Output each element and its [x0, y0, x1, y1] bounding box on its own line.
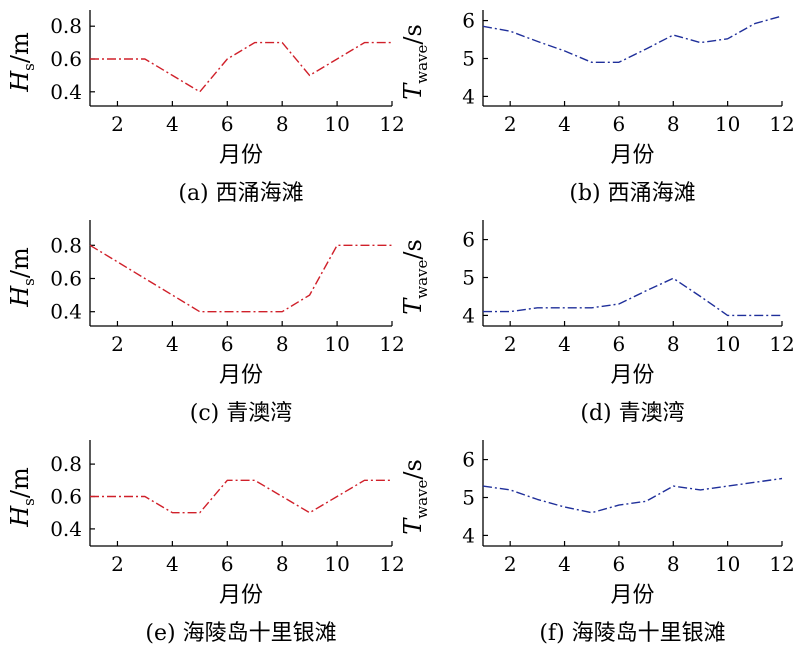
x-tick-label: 12 — [379, 552, 404, 576]
y-axis-label: Hs/m — [6, 32, 38, 93]
x-tick-label: 2 — [111, 552, 124, 576]
x-tick-label: 2 — [111, 112, 124, 136]
x-tick-label: 6 — [613, 552, 626, 576]
x-tick-label: 12 — [769, 112, 794, 136]
x-tick-label: 4 — [166, 552, 179, 576]
x-tick-label: 2 — [504, 552, 517, 576]
x-tick-label: 10 — [715, 552, 740, 576]
series-line-1 — [482, 15, 783, 63]
panel-caption: (c) 青澳湾 — [190, 401, 292, 426]
y-tick-label: 6 — [462, 448, 475, 472]
x-tick-label: 12 — [769, 332, 794, 356]
chart-panel-1: 0.4 0.6 0.8 2 4 6 8 10 12 月份 Hs/m (a) 西涌海滩 — [6, 10, 405, 206]
x-axis-label: 月份 — [219, 583, 263, 608]
x-tick-label: 2 — [504, 112, 517, 136]
chart-panel-6: 4 5 6 2 4 6 8 10 12 月份 Twave/s (f) 海陵岛十里银滩 — [399, 440, 795, 646]
x-tick-label: 10 — [324, 552, 349, 576]
panel-caption: (f) 海陵岛十里银滩 — [539, 621, 725, 646]
y-tick-label: 0.8 — [50, 14, 82, 38]
y-tick-label: 6 — [462, 9, 475, 33]
y-axis-label: Hs/m — [6, 467, 38, 528]
x-tick-label: 4 — [558, 332, 571, 356]
y-tick-label: 5 — [462, 486, 475, 510]
x-tick-label: 8 — [276, 112, 289, 136]
x-tick-label: 10 — [715, 332, 740, 356]
y-tick-label: 0.6 — [50, 47, 82, 71]
panel-caption: (b) 西涌海滩 — [569, 181, 695, 206]
series-line-1 — [89, 244, 392, 313]
y-tick-label: 0.4 — [50, 300, 82, 324]
x-tick-label: 2 — [111, 332, 124, 356]
y-tick-label: 6 — [462, 228, 475, 252]
series-line-1 — [90, 479, 392, 514]
x-axis-label: 月份 — [219, 143, 263, 168]
series-line-1 — [90, 41, 392, 93]
x-tick-label: 8 — [667, 332, 680, 356]
x-tick-label: 8 — [276, 552, 289, 576]
y-tick-label: 5 — [462, 47, 475, 71]
chart-panel-5: 0.4 0.6 0.8 2 4 6 8 10 12 月份 Hs/m (e) 海陵岛十里银滩 — [6, 440, 405, 646]
chart-panel-2: 4 5 6 2 4 6 8 10 12 月份 Twave/s (b) 西涌海滩 — [399, 9, 795, 206]
x-tick-label: 8 — [667, 112, 680, 136]
series-line-1 — [483, 277, 782, 317]
x-tick-label: 6 — [221, 332, 234, 356]
x-tick-label: 10 — [715, 112, 740, 136]
x-tick-label: 6 — [221, 552, 234, 576]
chart-panel-3: 0.4 0.6 0.8 2 4 6 8 10 12 月份 Hs/m (c) 青澳湾 — [6, 220, 405, 426]
x-tick-label: 2 — [504, 332, 517, 356]
x-axis-label: 月份 — [610, 143, 654, 168]
x-tick-label: 12 — [379, 332, 404, 356]
panel-caption: (e) 海陵岛十里银滩 — [145, 621, 336, 646]
y-tick-label: 0.4 — [50, 80, 82, 104]
panel-caption: (d) 青澳湾 — [580, 401, 684, 426]
chart-panel-4: 4 5 6 2 4 6 8 10 12 月份 Twave/s (d) 青澳湾 — [399, 220, 795, 426]
y-tick-label: 0.8 — [50, 452, 82, 476]
y-tick-label: 0.4 — [50, 517, 82, 541]
y-tick-label: 4 — [462, 84, 475, 108]
y-axis-label: Hs/m — [6, 247, 38, 308]
x-tick-label: 10 — [324, 112, 349, 136]
y-tick-label: 0.8 — [50, 233, 82, 257]
series-line-1 — [482, 477, 783, 514]
y-tick-label: 4 — [462, 303, 475, 327]
x-tick-label: 6 — [613, 332, 626, 356]
y-tick-label: 0.6 — [50, 485, 82, 509]
x-tick-label: 4 — [558, 112, 571, 136]
y-tick-label: 4 — [462, 523, 475, 547]
y-axis-label: Twave/s — [399, 459, 431, 535]
y-tick-label: 5 — [462, 266, 475, 290]
y-axis-label: Twave/s — [399, 24, 431, 100]
x-tick-label: 10 — [324, 332, 349, 356]
x-tick-label: 12 — [379, 112, 404, 136]
x-tick-label: 12 — [769, 552, 794, 576]
x-tick-label: 4 — [166, 112, 179, 136]
x-tick-label: 4 — [166, 332, 179, 356]
x-tick-label: 8 — [667, 552, 680, 576]
y-tick-label: 0.6 — [50, 267, 82, 291]
panel-caption: (a) 西涌海滩 — [178, 181, 303, 206]
x-tick-label: 4 — [558, 552, 571, 576]
x-tick-label: 6 — [613, 112, 626, 136]
y-axis-label: Twave/s — [399, 239, 431, 315]
x-axis-label: 月份 — [610, 363, 654, 388]
x-tick-label: 8 — [276, 332, 289, 356]
x-axis-label: 月份 — [610, 583, 654, 608]
x-axis-label: 月份 — [219, 363, 263, 388]
x-tick-label: 6 — [221, 112, 234, 136]
